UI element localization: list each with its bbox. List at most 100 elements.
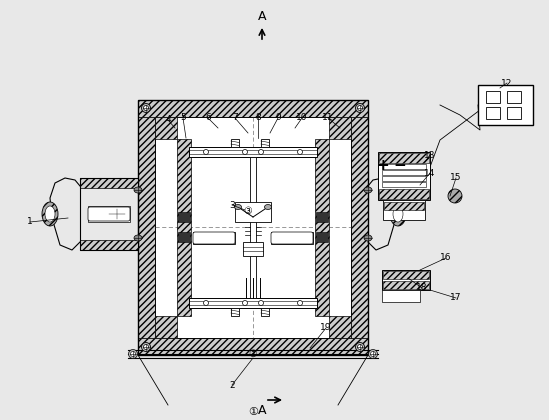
Text: 15: 15 — [450, 173, 462, 183]
Ellipse shape — [265, 205, 272, 210]
Polygon shape — [138, 100, 368, 117]
Ellipse shape — [134, 235, 142, 241]
Polygon shape — [138, 338, 368, 355]
Ellipse shape — [298, 300, 302, 305]
Polygon shape — [379, 153, 429, 163]
Polygon shape — [383, 281, 429, 289]
Polygon shape — [383, 200, 425, 220]
Text: A: A — [257, 404, 266, 417]
Text: 13: 13 — [424, 150, 436, 160]
Ellipse shape — [364, 187, 372, 193]
Ellipse shape — [45, 206, 55, 222]
Polygon shape — [382, 270, 430, 290]
Polygon shape — [378, 152, 430, 200]
Polygon shape — [315, 139, 329, 316]
Polygon shape — [507, 107, 521, 119]
Polygon shape — [231, 139, 239, 147]
Polygon shape — [382, 170, 426, 175]
Ellipse shape — [364, 235, 372, 241]
Text: 8: 8 — [255, 113, 261, 123]
Ellipse shape — [243, 150, 248, 155]
Ellipse shape — [42, 202, 58, 226]
Polygon shape — [231, 308, 239, 316]
Polygon shape — [155, 117, 177, 139]
Polygon shape — [243, 242, 263, 256]
Ellipse shape — [259, 150, 264, 155]
Text: 6: 6 — [205, 113, 211, 123]
FancyBboxPatch shape — [88, 207, 130, 221]
Polygon shape — [329, 117, 351, 139]
Polygon shape — [486, 91, 500, 103]
Text: 4: 4 — [165, 116, 171, 124]
Ellipse shape — [143, 344, 148, 349]
Text: ③: ③ — [243, 206, 252, 216]
Ellipse shape — [134, 187, 142, 193]
Polygon shape — [193, 232, 235, 244]
Polygon shape — [351, 117, 368, 338]
Polygon shape — [88, 206, 130, 222]
Ellipse shape — [357, 105, 362, 110]
Polygon shape — [329, 316, 351, 338]
Ellipse shape — [204, 150, 209, 155]
Polygon shape — [382, 182, 426, 187]
Text: 14: 14 — [424, 168, 436, 178]
Text: 12: 12 — [501, 79, 513, 87]
Text: 10: 10 — [296, 113, 308, 123]
FancyBboxPatch shape — [271, 232, 313, 244]
Text: 2: 2 — [229, 381, 235, 389]
Ellipse shape — [357, 344, 362, 349]
Text: ①: ① — [248, 407, 258, 417]
Ellipse shape — [142, 342, 150, 352]
Polygon shape — [486, 107, 500, 119]
Polygon shape — [261, 139, 269, 147]
Ellipse shape — [234, 205, 242, 210]
Text: 17: 17 — [450, 294, 462, 302]
Text: 5: 5 — [180, 113, 186, 123]
Bar — [178, 232, 190, 242]
Text: 18: 18 — [416, 284, 428, 292]
Ellipse shape — [259, 300, 264, 305]
Polygon shape — [155, 316, 177, 338]
Ellipse shape — [243, 300, 248, 305]
Polygon shape — [189, 298, 317, 308]
Text: 3: 3 — [229, 200, 235, 210]
Ellipse shape — [371, 352, 376, 357]
Text: A: A — [257, 10, 266, 24]
Polygon shape — [235, 202, 271, 222]
Polygon shape — [507, 91, 521, 103]
Polygon shape — [383, 271, 429, 279]
Text: 19: 19 — [320, 323, 332, 333]
Polygon shape — [189, 147, 317, 157]
Ellipse shape — [356, 103, 365, 113]
Ellipse shape — [128, 349, 137, 359]
Polygon shape — [80, 178, 138, 188]
Polygon shape — [478, 85, 533, 125]
Ellipse shape — [368, 349, 378, 359]
Ellipse shape — [131, 352, 136, 357]
FancyBboxPatch shape — [193, 232, 235, 244]
Text: 1: 1 — [27, 218, 33, 226]
Polygon shape — [80, 240, 138, 250]
Text: 11: 11 — [322, 113, 334, 123]
Polygon shape — [250, 157, 256, 298]
Polygon shape — [382, 164, 426, 169]
Bar — [178, 212, 190, 222]
Polygon shape — [379, 189, 429, 199]
Ellipse shape — [448, 189, 462, 203]
Ellipse shape — [390, 202, 406, 226]
Text: 7: 7 — [232, 113, 238, 123]
Ellipse shape — [298, 150, 302, 155]
Ellipse shape — [356, 342, 365, 352]
Bar — [316, 232, 328, 242]
Ellipse shape — [142, 103, 150, 113]
Ellipse shape — [393, 206, 403, 222]
Ellipse shape — [204, 300, 209, 305]
Polygon shape — [382, 290, 420, 302]
Text: −: − — [394, 158, 406, 173]
Ellipse shape — [143, 105, 148, 110]
Polygon shape — [384, 202, 424, 210]
Text: 9: 9 — [275, 113, 281, 123]
Polygon shape — [138, 117, 155, 338]
Polygon shape — [177, 139, 191, 316]
Bar — [316, 212, 328, 222]
